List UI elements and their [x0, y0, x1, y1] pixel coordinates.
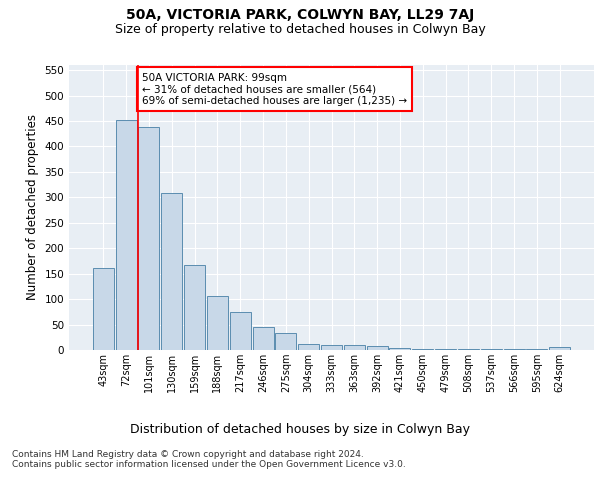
Bar — [367, 346, 388, 350]
Bar — [549, 348, 570, 350]
Bar — [458, 349, 479, 350]
Bar — [253, 327, 274, 350]
Bar — [161, 194, 182, 350]
Text: Size of property relative to detached houses in Colwyn Bay: Size of property relative to detached ho… — [115, 22, 485, 36]
Bar — [389, 348, 410, 350]
Bar — [207, 296, 228, 350]
Bar — [481, 349, 502, 350]
Text: 50A VICTORIA PARK: 99sqm
← 31% of detached houses are smaller (564)
69% of semi-: 50A VICTORIA PARK: 99sqm ← 31% of detach… — [142, 72, 407, 106]
Text: Contains HM Land Registry data © Crown copyright and database right 2024.
Contai: Contains HM Land Registry data © Crown c… — [12, 450, 406, 469]
Bar — [116, 120, 137, 350]
Y-axis label: Number of detached properties: Number of detached properties — [26, 114, 39, 300]
Bar — [275, 333, 296, 350]
Bar — [412, 349, 433, 350]
Text: Distribution of detached houses by size in Colwyn Bay: Distribution of detached houses by size … — [130, 422, 470, 436]
Bar — [230, 312, 251, 350]
Bar — [93, 268, 114, 350]
Bar — [321, 345, 342, 350]
Bar — [184, 264, 205, 350]
Bar — [344, 346, 365, 350]
Bar — [298, 344, 319, 350]
Text: 50A, VICTORIA PARK, COLWYN BAY, LL29 7AJ: 50A, VICTORIA PARK, COLWYN BAY, LL29 7AJ — [126, 8, 474, 22]
Bar — [435, 349, 456, 350]
Bar — [139, 127, 160, 350]
